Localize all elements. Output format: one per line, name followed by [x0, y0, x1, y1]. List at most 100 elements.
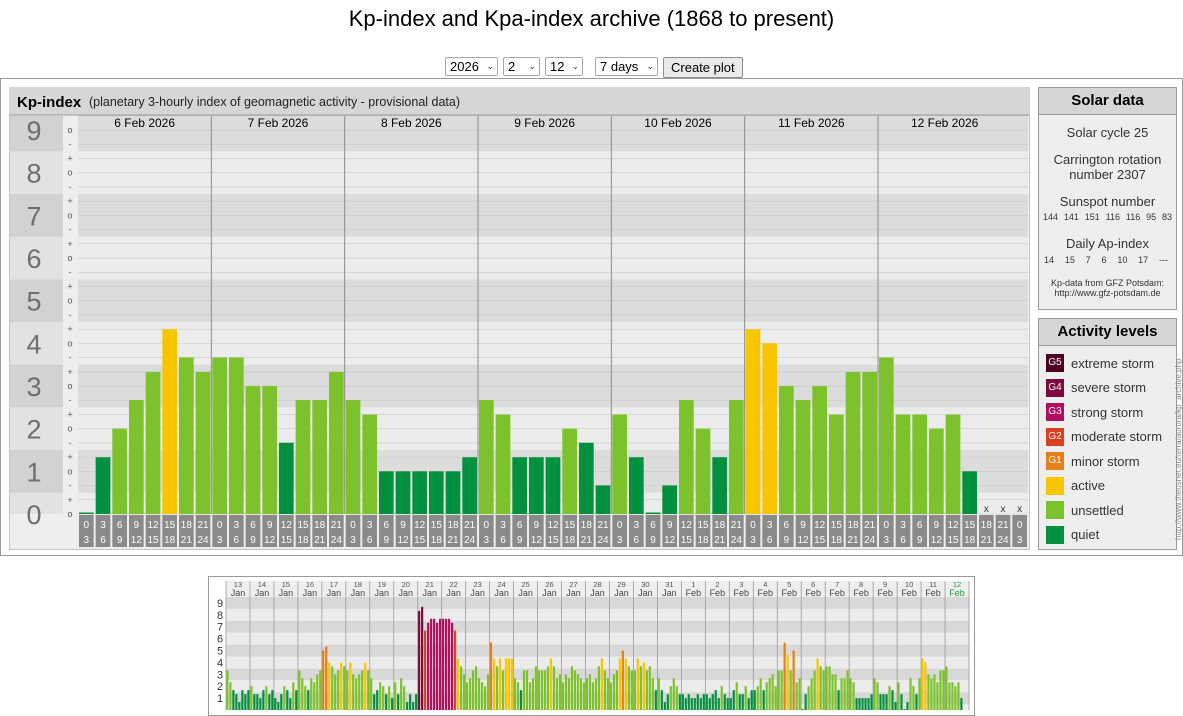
interval-cell: [729, 515, 744, 547]
overview-bar: [888, 686, 891, 710]
interval-start-label: 18: [447, 520, 459, 531]
create-plot-button[interactable]: Create plot: [663, 57, 743, 78]
interval-cell: [362, 515, 377, 547]
overview-bar: [675, 686, 678, 710]
overview-bar: [645, 670, 648, 710]
day-number-label: 19: [378, 581, 386, 589]
interval-start-label: 6: [384, 520, 390, 531]
kp-bar: [529, 457, 544, 514]
interval-end-label: 3: [217, 535, 223, 546]
day-select[interactable]: 12 ⌄: [545, 57, 583, 76]
overview-bar: [462, 674, 466, 710]
y-subtick-label: -: [69, 353, 72, 363]
overview-bar: [624, 658, 627, 710]
interval-end-label: 9: [250, 535, 256, 546]
interval-start-label: 0: [1017, 520, 1023, 531]
data-source-link[interactable]: http://www.gfz-potsdam.de: [1054, 288, 1161, 298]
interval-end-label: 21: [981, 535, 993, 546]
y-subtick-label: -: [69, 139, 72, 149]
interval-cell: [612, 515, 627, 547]
overview-bar: [307, 690, 310, 710]
kp-chart-header: [9, 87, 1030, 115]
interval-end-label: 24: [597, 535, 609, 546]
span-select[interactable]: 7 days ⌄: [595, 57, 658, 76]
level-band: [226, 692, 969, 705]
overview-bar: [367, 670, 370, 710]
day-value: 12: [550, 59, 565, 74]
overview-bar: [477, 678, 481, 710]
overview-bar: [468, 678, 472, 710]
ap-index-value: 10: [1117, 255, 1128, 265]
interval-cell: [779, 515, 794, 547]
activity-levels-panel: Activity levels G5 extreme storm G4 severe …: [1038, 318, 1177, 550]
level-band: [226, 680, 969, 693]
overview-bar: [900, 694, 903, 710]
overview-bar: [792, 650, 795, 710]
overview-bar: [513, 678, 517, 710]
kp-bar: [929, 428, 944, 514]
activity-level-label: unsettled: [1071, 502, 1124, 518]
interval-end-label: 9: [784, 535, 790, 546]
overview-bar: [951, 682, 954, 710]
interval-end-label: 18: [697, 535, 709, 546]
month-label: Jan: [399, 588, 414, 598]
interval-start-label: 12: [814, 520, 826, 531]
interval-start-label: 12: [947, 520, 959, 531]
activity-level-swatch: G3: [1046, 403, 1064, 421]
interval-start-label: 3: [367, 520, 373, 531]
kp-bar: [879, 357, 894, 514]
activity-level-swatch: G1: [1046, 452, 1064, 470]
y-subtick-label: o: [67, 168, 72, 178]
day-number-label: 14: [258, 581, 266, 589]
interval-cell: [212, 515, 227, 547]
interval-start-label: 0: [84, 520, 90, 531]
interval-end-label: 18: [831, 535, 843, 546]
overview-bar: [696, 694, 699, 710]
overview-bar: [361, 670, 364, 710]
overview-bar: [699, 698, 702, 710]
overview-bar: [732, 690, 735, 710]
y-tick-label: 4: [26, 329, 41, 359]
overview-bar: [382, 686, 385, 710]
kp-bar: [162, 329, 177, 514]
year-select[interactable]: 2026 ⌄: [445, 57, 498, 76]
overview-bar: [630, 670, 633, 710]
interval-cell: [695, 515, 711, 547]
kp-bar: [562, 428, 577, 514]
interval-start-label: 0: [217, 520, 223, 531]
month-value: 2: [508, 59, 516, 74]
ap-index-value: 6: [1101, 255, 1107, 265]
data-source-label: Kp-data from GFZ Potsdam:: [1050, 278, 1165, 288]
month-label: Feb: [925, 588, 941, 598]
overview-bar: [570, 666, 574, 710]
overview-bar: [289, 698, 292, 710]
kp-bar: [112, 428, 127, 514]
interval-end-label: 15: [147, 535, 159, 546]
overview-bar: [265, 686, 268, 710]
y-tick-label: 6: [217, 634, 223, 646]
interval-start-label: 3: [500, 520, 506, 531]
y-subtick-label: +: [67, 154, 72, 164]
y-tick-label: 0: [26, 500, 41, 530]
span-value: 7 days: [600, 59, 639, 74]
overview-bar: [448, 618, 451, 710]
overview-bar: [909, 678, 912, 710]
y-tick-label: 2: [26, 415, 41, 445]
y-subtick-label: +: [67, 495, 72, 505]
y-axis-band: [10, 279, 63, 323]
page-title: Kp-index and Kpa-index archive (1868 to …: [348, 6, 835, 31]
overview-bar: [486, 674, 490, 710]
interval-end-label: 18: [964, 535, 976, 546]
y-subtick-label: -: [69, 481, 72, 491]
overview-bar: [789, 670, 792, 710]
overview-bar: [711, 694, 714, 710]
kp-bar: [795, 400, 811, 514]
overview-bar: [936, 682, 939, 710]
overview-bar: [376, 690, 379, 710]
month-select[interactable]: 2 ⌄: [503, 57, 540, 76]
overview-bar: [268, 694, 271, 710]
overview-bar: [370, 678, 373, 710]
interval-start-label: 6: [650, 520, 656, 531]
overview-bar: [298, 670, 301, 710]
activity-level-swatch: G4: [1046, 378, 1064, 397]
